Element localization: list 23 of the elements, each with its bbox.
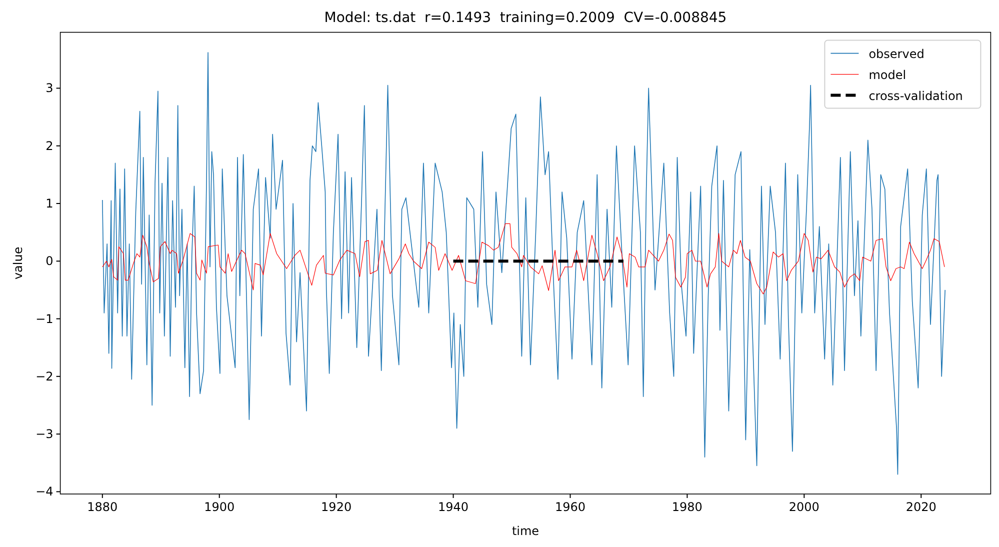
legend-label: cross-validation — [868, 88, 963, 103]
y-tick-label: −2 — [36, 369, 54, 384]
chart-title: Model: ts.dat r=0.1493 training=0.2009 CV=-0.008845 — [324, 10, 727, 26]
legend-label: observed — [868, 46, 924, 61]
x-tick-label: 2000 — [788, 500, 820, 514]
x-tick-label: 1940 — [438, 500, 469, 514]
x-axis-title: time — [512, 524, 540, 538]
y-axis-title: value — [11, 246, 25, 280]
y-tick-label: −4 — [36, 484, 54, 499]
y-tick-label: −1 — [36, 312, 54, 326]
x-tick-label: 2020 — [906, 500, 936, 514]
line-series — [102, 223, 945, 294]
x-tick-label: 1880 — [87, 500, 118, 514]
y-tick-label: 3 — [46, 81, 54, 96]
y-tick-label: 2 — [46, 138, 54, 153]
legend-label: model — [868, 68, 906, 82]
y-tick-label: 0 — [46, 254, 54, 268]
y-tick-label: 1 — [46, 196, 54, 210]
x-tick-label: 1920 — [321, 500, 352, 514]
y-tick-label: −3 — [36, 427, 54, 442]
x-tick-label: 1980 — [672, 500, 702, 514]
x-tick-label: 1900 — [204, 500, 235, 514]
x-tick-label: 1960 — [554, 500, 586, 514]
